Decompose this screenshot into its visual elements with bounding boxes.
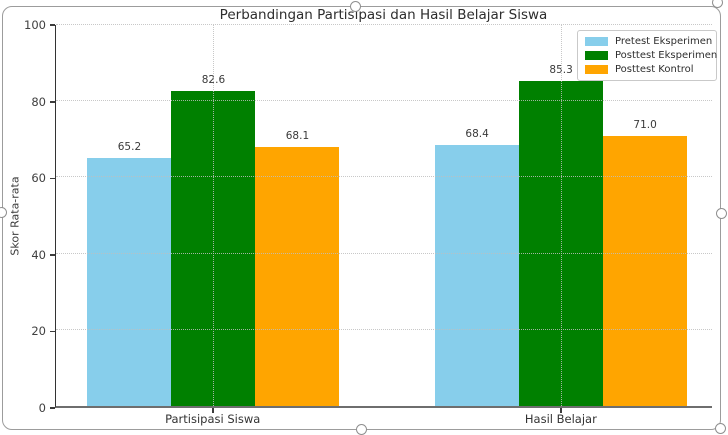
legend-item: Pretest Eksperimen — [585, 36, 713, 47]
plot-area: 65.2 82.6 68.1 68.4 85.3 71.0 — [55, 24, 712, 413]
resize-handle-top-right[interactable] — [712, 0, 723, 8]
y-tick-mark — [50, 101, 55, 103]
y-tick-mark — [50, 177, 55, 180]
x-tick-mark — [212, 408, 215, 413]
y-tick-label: 100 — [24, 18, 46, 32]
gridline-h — [56, 24, 712, 25]
x-tick-label: Hasil Belajar — [524, 412, 597, 426]
resize-handle-right-middle[interactable] — [716, 208, 727, 219]
legend-item-label: Posttest Kontrol — [615, 64, 694, 75]
legend-swatch — [585, 37, 608, 46]
y-tick-label: 0 — [38, 401, 46, 415]
bar: 68.4 — [435, 128, 520, 406]
bar-value-label: 68.4 — [465, 128, 489, 141]
bar-value-label: 65.2 — [117, 140, 142, 153]
resize-handle-top-center[interactable] — [350, 0, 361, 12]
legend-swatch — [585, 51, 608, 60]
bar: 71.0 — [603, 119, 688, 406]
y-tick-mark — [50, 407, 55, 409]
legend-item-label: Posttest Eksperimen — [615, 50, 718, 61]
resize-handle-bottom-right[interactable] — [715, 423, 726, 434]
legend-item: Posttest Eksperimen — [585, 50, 717, 61]
legend: Pretest Eksperimen Posttest Eksperimen Pos… — [577, 30, 717, 81]
chart-title: Perbandingan Partisipasi dan Hasil Belaj… — [219, 7, 548, 23]
x-tick-label: Partisipasi Siswa — [165, 412, 261, 426]
y-tick-label: 40 — [31, 247, 46, 262]
x-tick-mark — [560, 408, 562, 413]
resize-handle-left-middle[interactable] — [0, 207, 7, 218]
gridline-h — [56, 176, 712, 178]
legend-item-label: Pretest Eksperimen — [615, 36, 713, 47]
bar-value-label: 71.0 — [633, 118, 657, 131]
gridline-h — [56, 328, 712, 330]
y-tick-mark — [50, 24, 55, 26]
gridline-v — [213, 25, 215, 406]
legend-swatch — [585, 65, 608, 74]
y-tick-label: 60 — [31, 171, 46, 186]
gridline-h — [56, 252, 712, 254]
y-tick-mark — [50, 330, 55, 333]
y-tick-label: 80 — [31, 94, 46, 109]
y-tick-mark — [50, 254, 55, 256]
gridline-v — [561, 25, 563, 406]
x-axis-labels: Partisipasi Siswa Hasil Belajar — [55, 412, 712, 430]
bar: 68.1 — [255, 130, 340, 406]
resize-handle-bottom-center[interactable] — [356, 424, 367, 435]
gridline-h — [56, 100, 712, 102]
y-axis-ticks: 0 20 40 60 80 100 — [0, 18, 55, 415]
bar: 65.2 — [87, 141, 172, 406]
legend-item: Posttest Kontrol — [585, 64, 711, 75]
bar-value-label: 68.1 — [285, 129, 310, 142]
y-tick-label: 20 — [31, 324, 46, 339]
